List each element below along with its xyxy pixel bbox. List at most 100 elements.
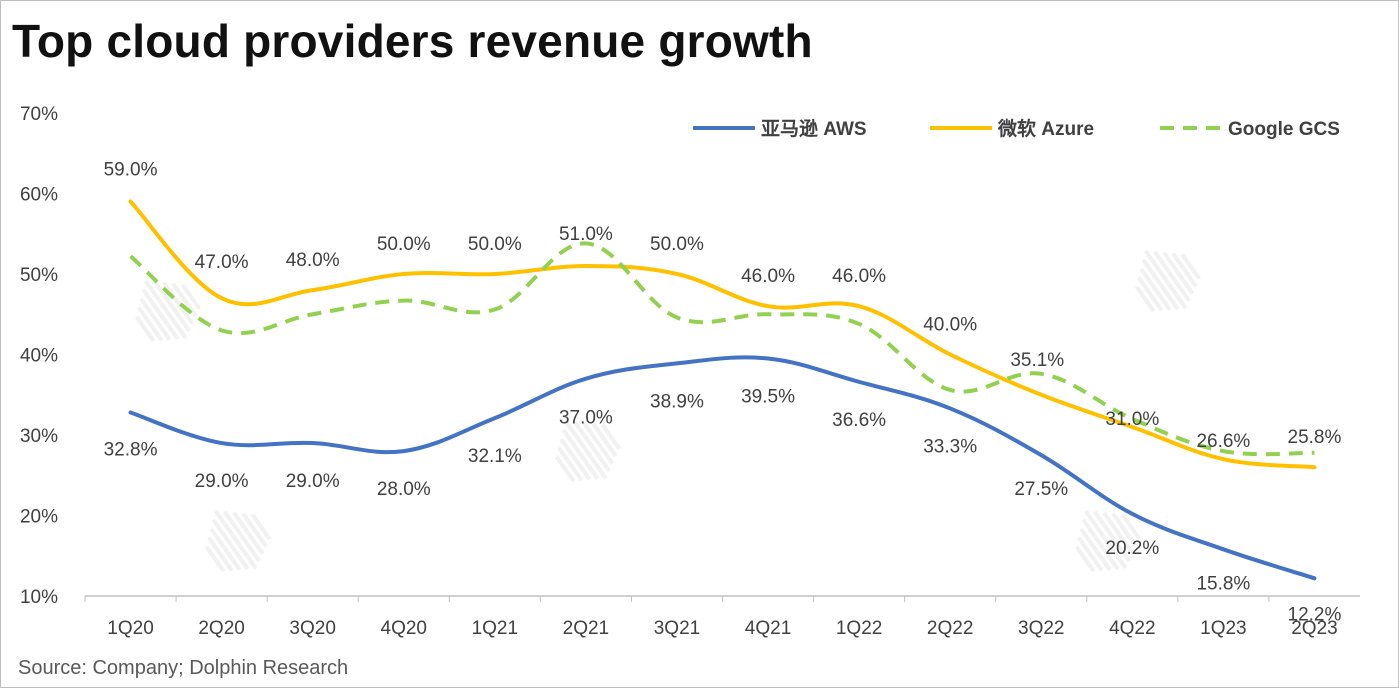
azure-data-label: 59.0%: [104, 160, 158, 181]
aws-data-label: 27.5%: [1014, 479, 1068, 500]
watermark-bar: [1077, 536, 1104, 572]
legend-item: Google GCS: [1160, 119, 1340, 140]
watermark-bar: [1162, 251, 1195, 295]
y-tick-label: 50%: [20, 265, 58, 286]
aws-line: [128, 355, 1317, 581]
x-tick-label: 1Q20: [107, 618, 153, 639]
watermark-bar: [561, 428, 600, 481]
watermark-bar: [223, 510, 261, 563]
watermark-bar: [1074, 545, 1096, 573]
x-tick-label: 4Q20: [381, 618, 427, 639]
x-tick-label: 1Q22: [836, 618, 882, 639]
x-tick-label: 3Q22: [1018, 618, 1064, 639]
watermark-bar: [1079, 527, 1112, 571]
watermark-bar: [600, 423, 622, 451]
aws-data-label: 39.5%: [741, 387, 795, 408]
azure-data-label: 50.0%: [468, 234, 522, 255]
watermark-bar: [1120, 513, 1142, 541]
legend-item: 亚马逊 AWS: [693, 118, 867, 140]
aws-data-label: 38.9%: [650, 391, 704, 412]
watermark-bar: [241, 512, 268, 548]
watermark-bar: [213, 509, 258, 570]
azure-data-label: 51.0%: [559, 224, 613, 245]
watermark-bar: [1153, 250, 1191, 303]
watermark-bar: [180, 283, 202, 311]
y-tick-label: 70%: [20, 104, 58, 125]
watermark-mark: [1074, 509, 1142, 573]
watermark-bar: [141, 288, 180, 341]
x-tick-label: 2Q23: [1291, 618, 1337, 639]
watermark-bar: [1180, 253, 1202, 281]
watermark-bar: [1083, 509, 1128, 570]
azure-data-label: 50.0%: [377, 234, 431, 255]
watermark-bar: [1102, 511, 1135, 555]
watermark-bar: [171, 282, 198, 318]
watermark-bar: [573, 420, 611, 473]
x-tick-label: 3Q21: [654, 618, 700, 639]
aws-data-label: 15.8%: [1196, 573, 1250, 594]
y-tick-label: 20%: [20, 507, 58, 528]
series-lines: [128, 199, 1317, 581]
watermark-bar: [137, 306, 164, 342]
x-tick-label: 4Q22: [1109, 618, 1155, 639]
aws-data-label: 20.2%: [1105, 538, 1159, 559]
watermark-bar: [207, 536, 234, 572]
watermark-bar: [582, 421, 615, 465]
x-tick-label: 2Q20: [198, 618, 244, 639]
x-tick-label: 4Q21: [745, 618, 791, 639]
aws-data-label: 32.8%: [104, 439, 158, 460]
chart-title: Top cloud providers revenue growth: [12, 15, 813, 67]
watermark-mark: [554, 419, 622, 483]
watermark-bar: [153, 280, 191, 333]
y-tick-label: 60%: [20, 185, 58, 206]
azure-data-label: 26.6%: [1196, 431, 1250, 452]
watermark-bar: [232, 511, 265, 555]
watermark-bar: [143, 279, 188, 340]
legend-label: 微软 Azure: [997, 117, 1094, 140]
watermark-bar: [1137, 276, 1164, 312]
watermark-bar: [554, 455, 576, 483]
watermark-bar: [563, 419, 608, 480]
azure-data-label: 31.0%: [1105, 409, 1159, 430]
legend-item: 微软 Azure: [930, 117, 1094, 140]
axes: 10% 20% 30% 40% 50% 60% 70% 1Q20 2Q20 3Q20 4Q20 1Q2…: [20, 104, 1360, 639]
watermark-bar: [1139, 267, 1172, 311]
legend: 亚马逊 AWS 微软 Azure Google GCS: [693, 117, 1340, 140]
x-tick-label: 1Q21: [472, 618, 518, 639]
watermark-bar: [1081, 518, 1120, 571]
x-tick-label: 3Q20: [289, 618, 335, 639]
aws-data-label: 28.0%: [377, 479, 431, 500]
legend-label: Google GCS: [1228, 119, 1340, 140]
aws-data-label: 29.0%: [286, 471, 340, 492]
y-tick-label: 40%: [20, 346, 58, 367]
watermark-bar: [1171, 252, 1198, 288]
gcs-data-label: 35.1%: [1010, 350, 1064, 371]
watermark-bar: [139, 297, 172, 341]
aws-data-label: 36.6%: [832, 410, 886, 431]
aws-data-label: 12.2%: [1288, 604, 1342, 625]
azure-data-label: 47.0%: [195, 252, 249, 273]
watermark-bar: [1143, 249, 1188, 310]
source-note: Source: Company; Dolphin Research: [18, 657, 349, 679]
aws-data-label: 33.3%: [923, 436, 977, 457]
y-tick-label: 10%: [20, 587, 58, 608]
azure-data-label: 40.0%: [923, 315, 977, 336]
legend-label: 亚马逊 AWS: [761, 118, 867, 140]
watermark-layer: [134, 249, 1202, 573]
watermark-bar: [204, 545, 226, 573]
watermark-mark: [134, 279, 202, 343]
watermark-bar: [134, 315, 156, 343]
y-tick-label: 30%: [20, 426, 58, 447]
watermark-bar: [250, 513, 272, 541]
watermark-bar: [209, 527, 242, 571]
aws-data-label: 37.0%: [559, 408, 613, 429]
gcs-line: [129, 241, 1315, 457]
watermark-bar: [591, 422, 618, 458]
watermark-bar: [559, 437, 592, 481]
watermark-mark: [204, 509, 272, 573]
azure-data-label: 46.0%: [741, 266, 795, 287]
aws-data-label: 29.0%: [195, 471, 249, 492]
x-tick-label: 1Q23: [1200, 618, 1246, 639]
x-tick-label: 2Q21: [563, 618, 609, 639]
